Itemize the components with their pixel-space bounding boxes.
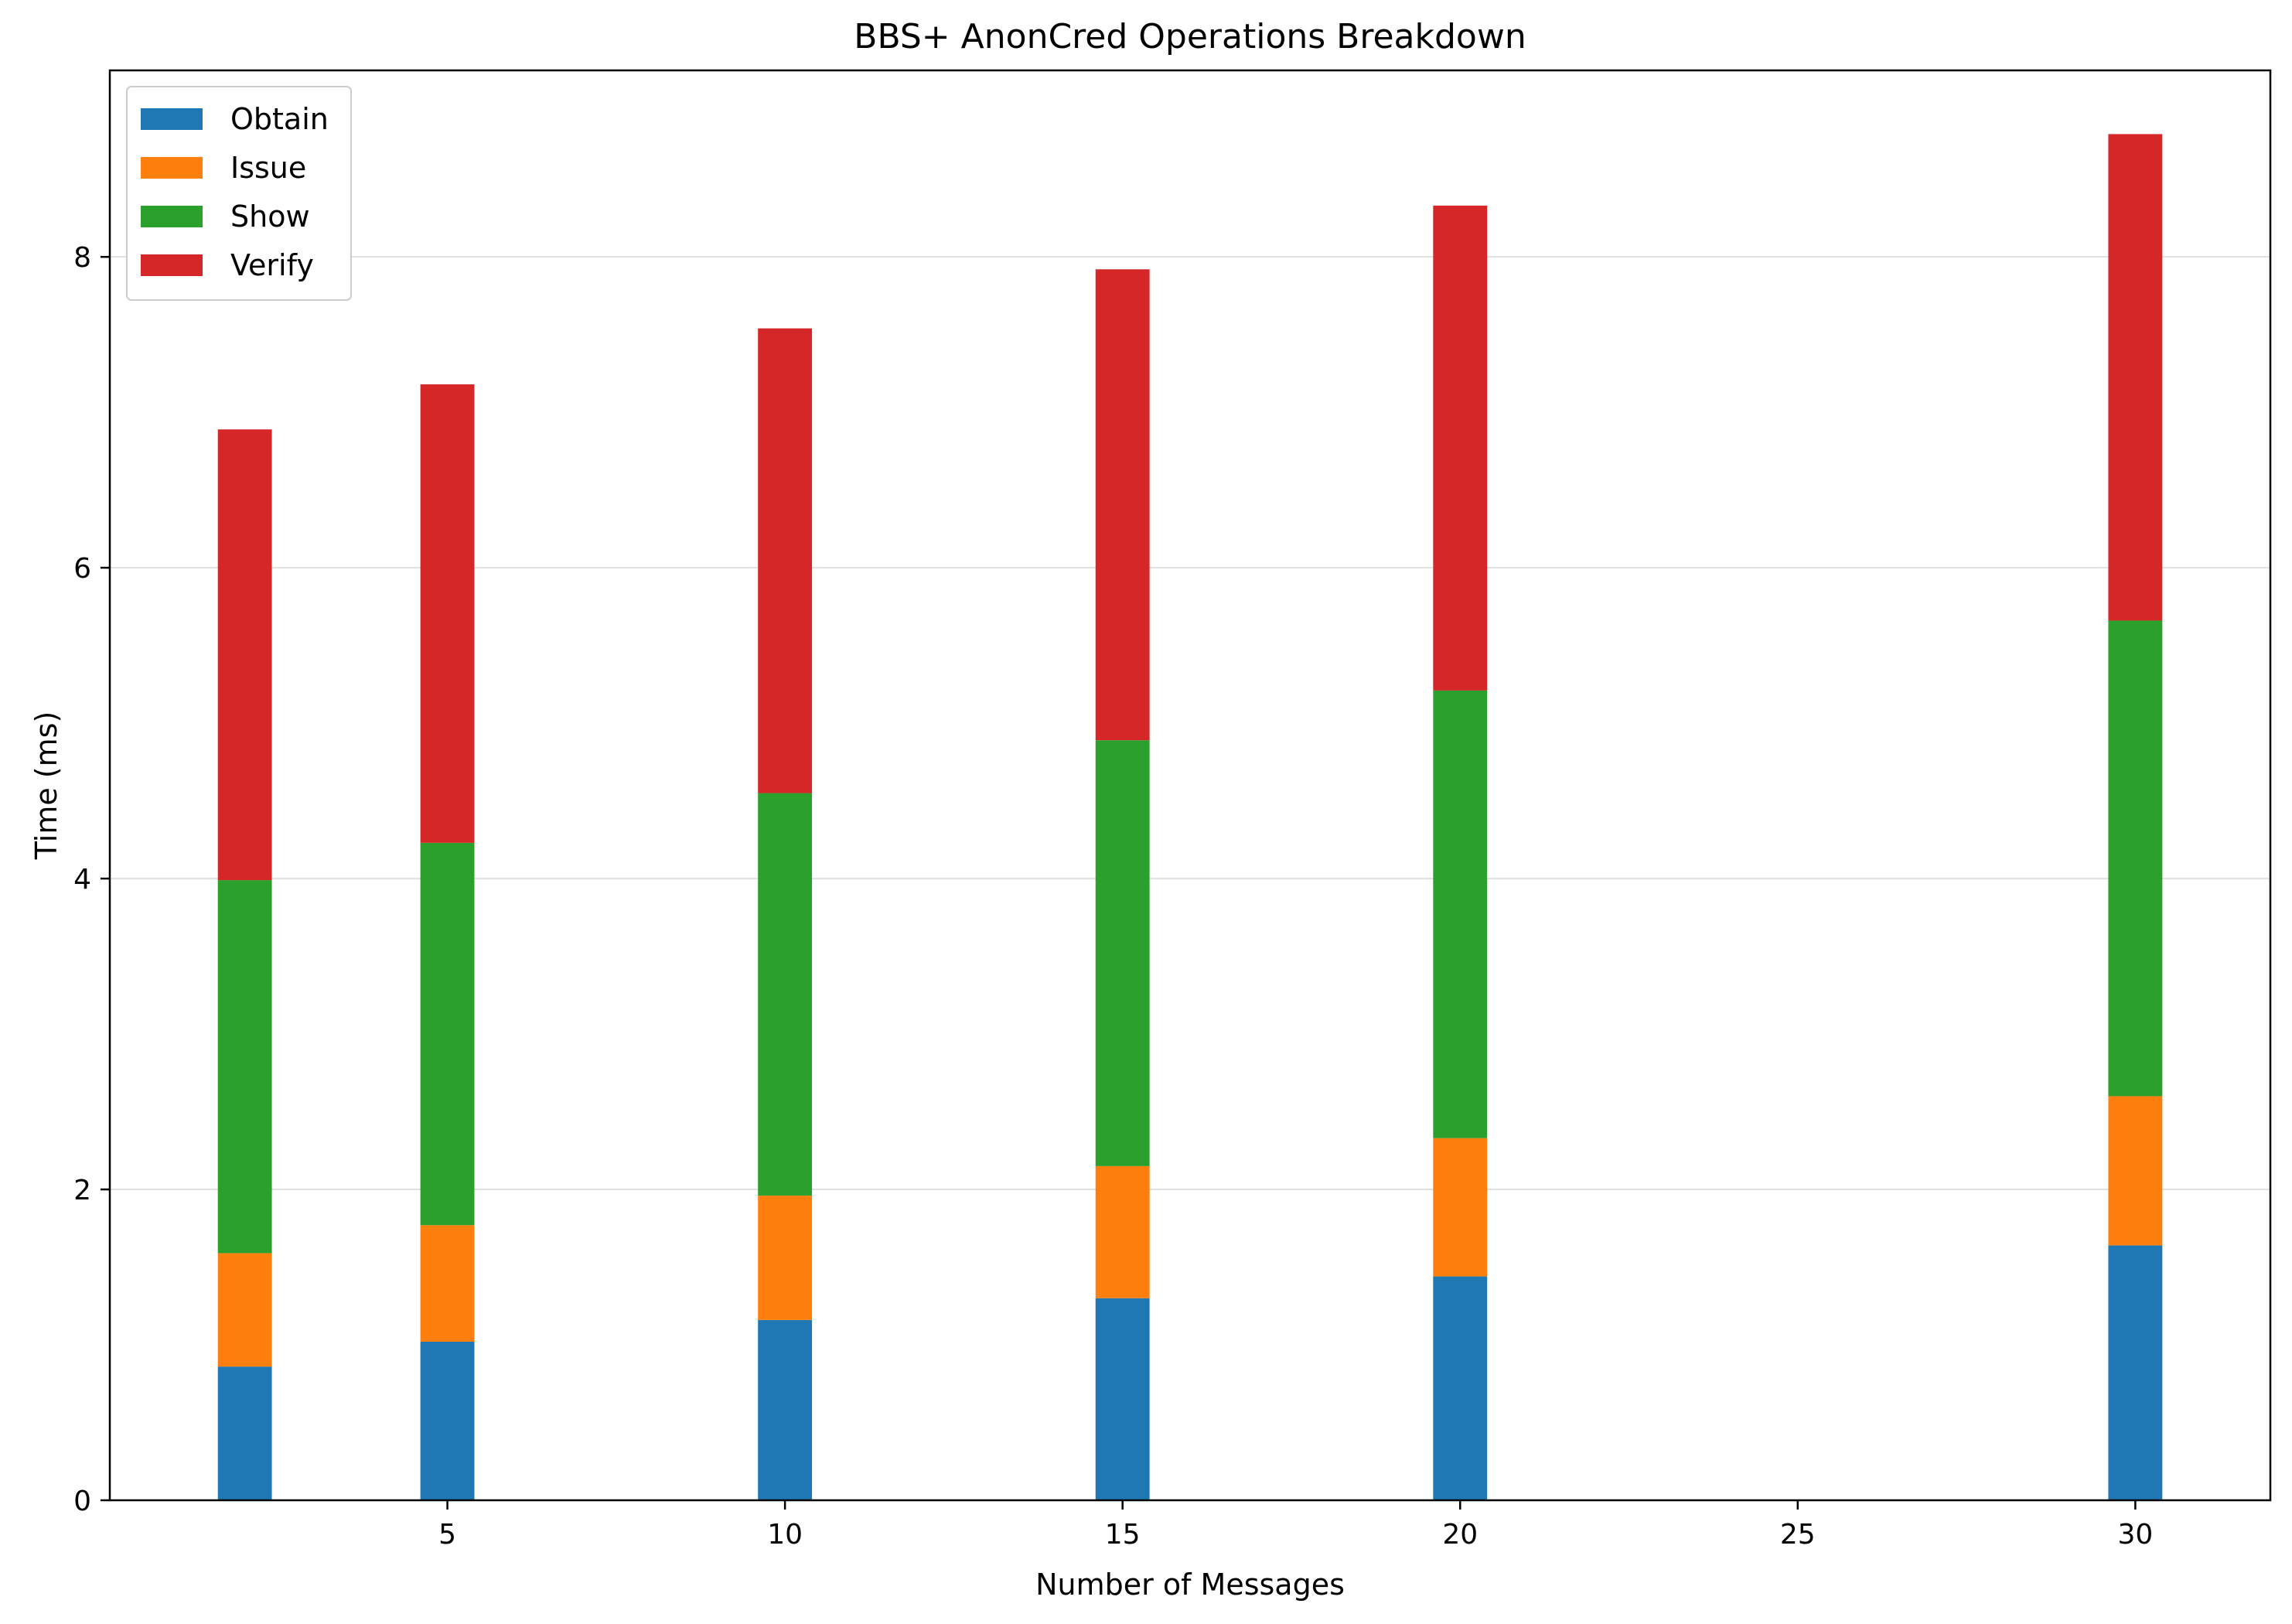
bar-show-15 (1095, 740, 1150, 1166)
bar-show-5 (420, 842, 475, 1226)
bar-verify-15 (1095, 269, 1150, 741)
ticks: 5 10 15 20 25 30 0 2 4 6 8 (73, 242, 2153, 1551)
bar-show-2 (217, 880, 272, 1254)
y-axis-label: Time (ms) (29, 711, 63, 861)
x-tick-label: 10 (767, 1519, 803, 1551)
legend-label-show: Show (230, 200, 310, 234)
y-tick-label: 4 (73, 864, 91, 896)
bar-show-20 (1433, 690, 1488, 1138)
legend-swatch-verify (141, 254, 203, 276)
chart-title: BBS+ AnonCred Operations Breakdown (854, 17, 1526, 56)
bar-verify-20 (1433, 205, 1488, 691)
bar-verify-5 (420, 384, 475, 843)
bar-obtain-15 (1095, 1298, 1150, 1500)
bar-obtain-30 (2108, 1245, 2163, 1500)
legend-swatch-issue (141, 157, 203, 179)
y-tick-label: 8 (73, 242, 91, 274)
bar-issue-20 (1433, 1138, 1488, 1277)
plot-area-frame (108, 69, 2272, 1502)
x-tick-label: 30 (2117, 1519, 2153, 1551)
legend-box (126, 86, 352, 301)
x-tick-label: 25 (1780, 1519, 1816, 1551)
legend-label-issue: Issue (230, 151, 306, 185)
bar-verify-2 (217, 429, 272, 881)
bars (217, 134, 2163, 1500)
legend: Obtain Issue Show Verify (126, 86, 352, 301)
legend-swatch-show (141, 206, 203, 227)
x-axis-label: Number of Messages (1035, 1568, 1345, 1602)
bar-verify-30 (2108, 134, 2163, 621)
x-tick-label: 20 (1442, 1519, 1478, 1551)
bar-issue-2 (217, 1253, 272, 1367)
bar-obtain-2 (217, 1366, 272, 1500)
bar-show-30 (2108, 620, 2163, 1097)
x-tick-label: 5 (438, 1519, 456, 1551)
bar-obtain-5 (420, 1342, 475, 1500)
bar-obtain-10 (758, 1319, 813, 1500)
bar-issue-30 (2108, 1096, 2163, 1246)
x-tick-label: 15 (1105, 1519, 1141, 1551)
bar-show-10 (758, 793, 813, 1196)
bar-verify-10 (758, 328, 813, 793)
legend-swatch-obtain (141, 108, 203, 130)
bar-issue-15 (1095, 1165, 1150, 1298)
y-tick-label: 2 (73, 1175, 91, 1206)
bar-obtain-20 (1433, 1276, 1488, 1500)
bar-issue-5 (420, 1225, 475, 1343)
bar-issue-10 (758, 1196, 813, 1320)
y-tick-label: 6 (73, 553, 91, 585)
legend-label-verify: Verify (230, 248, 314, 282)
y-tick-label: 0 (73, 1486, 91, 1517)
legend-label-obtain: Obtain (230, 102, 329, 136)
